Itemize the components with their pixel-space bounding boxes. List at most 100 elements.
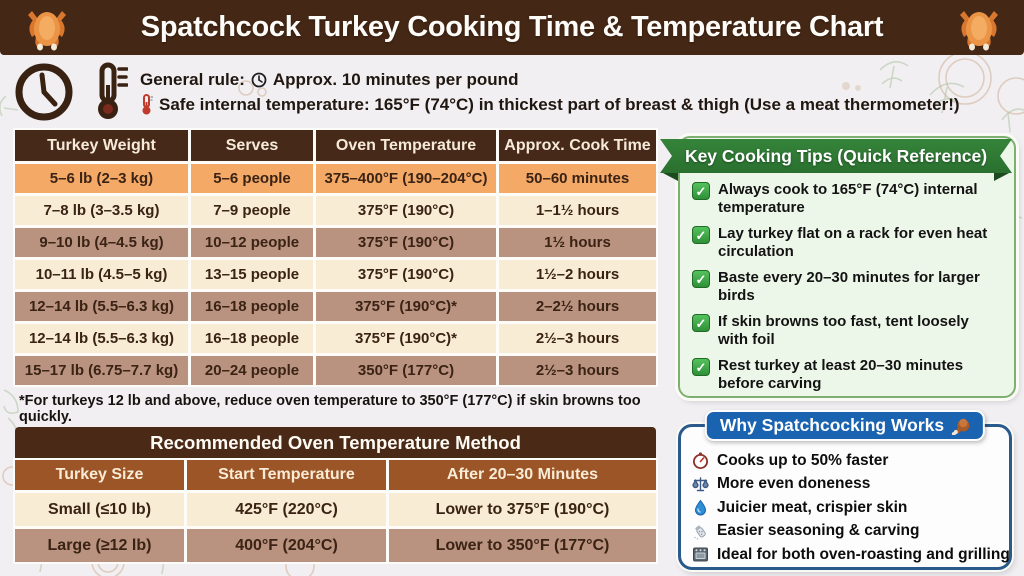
general-rule-section: General rule: Approx. 10 minutes per pou… (14, 59, 1014, 125)
table-cell: Lower to 350°F (177°C) (389, 529, 656, 562)
droplet-icon (694, 499, 707, 516)
turkey-icon (28, 11, 66, 51)
general-rule-text: General rule: Approx. 10 minutes per pou… (140, 67, 960, 117)
tip-text: If skin browns too fast, tent loosely wi… (718, 313, 969, 348)
checkmark-icon: ✓ (692, 314, 710, 332)
table-cell: 375°F (190°C)* (316, 324, 496, 353)
why-text: Easier seasoning & carving (717, 522, 920, 540)
small-thermometer-icon (142, 94, 153, 115)
table-cell: 50–60 minutes (499, 164, 656, 193)
table-cell: Lower to 375°F (190°C) (389, 493, 656, 526)
list-item: Ideal for both oven-roasting and grillin… (692, 543, 1010, 567)
general-rule-line2-text: Safe internal temperature: 165°F (74°C) … (159, 95, 960, 114)
table-cell: 375°F (190°C)* (316, 292, 496, 321)
column-header: After 20–30 Minutes (389, 460, 656, 490)
why-list: Cooks up to 50% faster More even donenes… (692, 449, 1010, 567)
list-item: Cooks up to 50% faster (692, 449, 1000, 473)
table-cell: 1½ hours (499, 228, 656, 257)
table-cell: 7–9 people (191, 196, 313, 225)
turkey-icon (960, 11, 998, 51)
list-item: Easier seasoning & carving (692, 520, 1000, 544)
tips-panel-title-ribbon: Key Cooking Tips (Quick Reference) (660, 139, 1012, 173)
table-cell: 375°F (190°C) (316, 260, 496, 289)
ribbon-fold (661, 172, 678, 181)
table-cell: 1–1½ hours (499, 196, 656, 225)
column-header: Serves (191, 130, 313, 161)
table-cell: 350°F (177°C) (316, 356, 496, 385)
oven-method-table: Turkey Size Start Temperature After 20–3… (15, 460, 656, 562)
column-header: Turkey Weight (15, 130, 188, 161)
table-cell: 10–11 lb (4.5–5 kg) (15, 260, 188, 289)
table-cell: 375°F (190°C) (316, 196, 496, 225)
checkmark-icon: ✓ (692, 182, 710, 200)
table-cell: 10–12 people (191, 228, 313, 257)
list-item: ✓ Lay turkey flat on a rack for even hea… (692, 225, 996, 261)
column-header: Approx. Cook Time (499, 130, 656, 161)
table-cell: 9–10 lb (4–4.5 kg) (15, 228, 188, 257)
why-text: Ideal for both oven-roasting and grillin… (717, 545, 1010, 563)
why-spatchcocking-panel (678, 424, 1012, 570)
table-cell: 375°F (190°C) (316, 228, 496, 257)
small-clock-icon (251, 72, 267, 87)
tips-list: ✓ Always cook to 165°F (74°C) internal t… (692, 181, 996, 401)
general-rule-line2: Safe internal temperature: 165°F (74°C) … (140, 92, 960, 117)
list-item: More even doneness (692, 473, 1000, 497)
column-header: Oven Temperature (316, 130, 496, 161)
table-cell: 5–6 people (191, 164, 313, 193)
general-rule-line1-text: Approx. 10 minutes per pound (272, 70, 519, 89)
key-cooking-tips-panel (678, 136, 1016, 398)
table-cell: 12–14 lb (5.5–6.3 kg) (15, 292, 188, 321)
checkmark-icon: ✓ (692, 226, 710, 244)
column-header: Start Temperature (187, 460, 386, 490)
clock-icon (15, 63, 73, 121)
table-cell: 12–14 lb (5.5–6.3 kg) (15, 324, 188, 353)
table-cell: 16–18 people (191, 324, 313, 353)
why-text: More even doneness (717, 475, 871, 493)
tip-text: Lay turkey flat on a rack for even heat … (718, 225, 988, 260)
table-cell: 7–8 lb (3–3.5 kg) (15, 196, 188, 225)
table-cell: 2–2½ hours (499, 292, 656, 321)
table-cell: 5–6 lb (2–3 kg) (15, 164, 188, 193)
why-text: Cooks up to 50% faster (717, 451, 889, 469)
salt-shaker-icon (694, 525, 706, 540)
list-item: ✓ Baste every 20–30 minutes for larger b… (692, 269, 996, 305)
page-title: Spatchcock Turkey Cooking Time & Tempera… (140, 11, 884, 43)
why-panel-title: Why Spatchcocking Works (704, 410, 986, 441)
stopwatch-icon (693, 452, 708, 470)
tip-text: Baste every 20–30 minutes for larger bir… (718, 269, 980, 304)
table-cell: 2½–3 hours (499, 356, 656, 385)
why-title: Why Spatchcocking Works (719, 415, 945, 435)
checkmark-icon: ✓ (692, 358, 710, 376)
table-cell: 16–18 people (191, 292, 313, 321)
list-item: ✓ If skin browns too fast, tent loosely … (692, 313, 996, 349)
general-rule-label: General rule: (140, 70, 245, 89)
table-cell: 20–24 people (191, 356, 313, 385)
list-item: ✓ Rest turkey at least 20–30 minutes bef… (692, 357, 996, 393)
why-text: Juicier meat, crispier skin (717, 498, 908, 516)
table-cell: 425°F (220°C) (187, 493, 386, 526)
table-cell: 2½–3 hours (499, 324, 656, 353)
column-header: Turkey Size (15, 460, 184, 490)
table-cell: 400°F (204°C) (187, 529, 386, 562)
cooking-time-table: Turkey Weight Serves Oven Temperature Ap… (15, 130, 656, 385)
thermometer-icon (98, 62, 128, 119)
header-bar: Spatchcock Turkey Cooking Time & Tempera… (0, 0, 1024, 55)
oven-icon (693, 547, 708, 562)
table-cell: 13–15 people (191, 260, 313, 289)
table-cell: 1½–2 hours (499, 260, 656, 289)
scale-icon (692, 477, 709, 491)
tip-text: Always cook to 165°F (74°C) internal tem… (718, 181, 978, 216)
general-rule-line1: General rule: Approx. 10 minutes per pou… (140, 67, 960, 92)
checkmark-icon: ✓ (692, 270, 710, 288)
tips-title: Key Cooking Tips (Quick Reference) (684, 145, 988, 166)
drumstick-icon (952, 418, 970, 435)
list-item: ✓ Always cook to 165°F (74°C) internal t… (692, 181, 996, 217)
table-cell: 375–400°F (190–204°C) (316, 164, 496, 193)
tip-text: Rest turkey at least 20–30 minutes befor… (718, 357, 964, 392)
table-cell: 15–17 lb (6.75–7.7 kg) (15, 356, 188, 385)
table-cell: Small (≤10 lb) (15, 493, 184, 526)
table-cell: Large (≥12 lb) (15, 529, 184, 562)
list-item: Juicier meat, crispier skin (692, 496, 1000, 520)
table-footnote: *For turkeys 12 lb and above, reduce ove… (19, 393, 641, 425)
